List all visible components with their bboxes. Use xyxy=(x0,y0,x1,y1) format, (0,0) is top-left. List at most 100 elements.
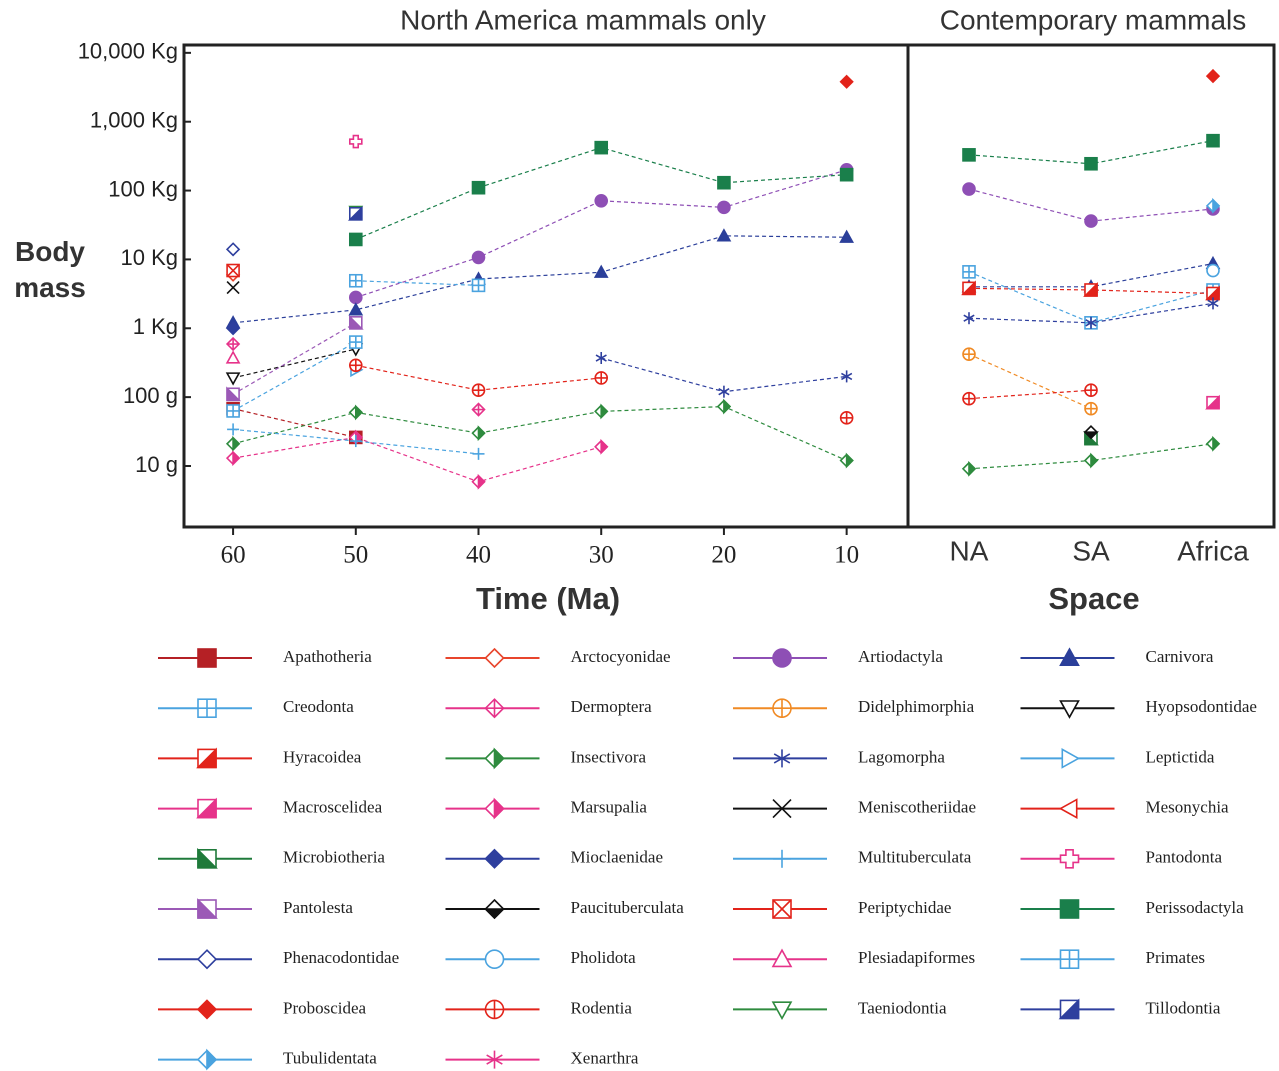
legend-label: Hyopsodontidae xyxy=(1146,697,1257,716)
marker-stroke xyxy=(718,387,730,396)
legend-marker xyxy=(1059,848,1080,869)
data-point xyxy=(227,423,240,436)
marker-shape xyxy=(968,460,977,477)
marker-shape xyxy=(771,948,793,968)
marker-stroke xyxy=(226,281,240,295)
legend-label: Xenarthra xyxy=(571,1049,639,1068)
legend-marker xyxy=(1061,748,1081,769)
marker-stroke xyxy=(1085,319,1097,327)
marker-shape xyxy=(347,205,363,221)
data-point xyxy=(471,250,486,265)
legend-marker xyxy=(772,648,792,668)
legend-label: Pholidota xyxy=(571,948,637,967)
x-tick-label: SA xyxy=(1072,535,1110,566)
marker-stroke xyxy=(1207,299,1219,308)
data-point xyxy=(962,265,976,279)
data-point xyxy=(1084,214,1098,228)
marker-shape xyxy=(471,180,486,195)
marker-shape xyxy=(484,848,505,869)
marker-shape xyxy=(225,321,241,336)
marker-shape xyxy=(348,134,363,149)
data-point xyxy=(348,302,364,316)
data-point xyxy=(225,350,241,364)
marker-shape xyxy=(717,175,731,190)
marker-shape xyxy=(225,242,241,257)
marker-shape xyxy=(600,403,609,420)
legend-marker xyxy=(484,848,505,869)
marker-stroke xyxy=(841,372,853,381)
legend-marker xyxy=(484,999,505,1020)
marker-shape xyxy=(232,435,241,452)
marker-shape xyxy=(845,452,854,469)
marker-shape xyxy=(196,999,218,1020)
legend-marker xyxy=(772,698,792,719)
data-point xyxy=(1085,316,1097,329)
marker-shape xyxy=(477,473,486,490)
data-point xyxy=(348,335,363,349)
marker-shape xyxy=(839,167,854,182)
data-point xyxy=(839,74,854,89)
marker-shape xyxy=(348,314,364,330)
marker-shape xyxy=(206,1048,218,1071)
y-tick-label: 10 g xyxy=(135,452,178,477)
marker-stroke xyxy=(595,354,607,362)
data-point xyxy=(961,280,976,296)
data-point xyxy=(226,263,240,278)
series-line xyxy=(355,169,847,299)
series-line xyxy=(232,348,356,379)
plot-frame xyxy=(182,43,1276,529)
legend-marker xyxy=(771,948,793,968)
legend-label: Phenacodontidae xyxy=(283,948,399,967)
legend-marker xyxy=(484,647,505,669)
x-tick-label: 60 xyxy=(221,542,246,569)
data-point xyxy=(348,232,363,247)
marker-shape xyxy=(348,290,363,305)
marker-shape xyxy=(1084,156,1098,171)
legend-marker xyxy=(196,797,217,819)
data-point xyxy=(226,386,242,402)
series-line xyxy=(968,353,1092,410)
legend-label: Dermoptera xyxy=(571,697,653,716)
data-point xyxy=(594,371,609,385)
marker-shape xyxy=(716,228,732,242)
x-axis-label: Space xyxy=(1048,581,1139,616)
data-point xyxy=(1205,394,1220,410)
marker-shape xyxy=(839,74,854,89)
legend-marker xyxy=(196,747,217,769)
data-point xyxy=(1207,297,1219,310)
marker-shape xyxy=(196,747,217,769)
marker-shape xyxy=(1090,452,1099,469)
marker-shape xyxy=(196,949,218,970)
data-point xyxy=(963,312,975,325)
legend-label: Apathotheria xyxy=(283,647,372,666)
marker-shape xyxy=(477,425,486,442)
legend-label: Pantodonta xyxy=(1146,848,1223,867)
data-point xyxy=(716,398,732,415)
data-point xyxy=(1206,263,1220,278)
marker-stroke xyxy=(772,899,792,919)
data-point xyxy=(594,140,609,155)
marker-shape xyxy=(1059,899,1080,919)
series-line xyxy=(233,428,479,455)
y-tick-label: 10 Kg xyxy=(121,245,179,270)
x-tick-label: 30 xyxy=(589,542,614,569)
legend-marker xyxy=(771,1001,793,1021)
legend-marker xyxy=(484,747,505,770)
marker-shape xyxy=(1059,848,1080,869)
legend-marker xyxy=(484,949,505,970)
series-line xyxy=(355,147,847,240)
legend-marker xyxy=(486,1050,503,1069)
legend-label: Taeniodontia xyxy=(858,998,947,1017)
data-point xyxy=(1083,452,1099,469)
data-point xyxy=(962,391,976,406)
legend-label: Microbiotheria xyxy=(283,848,385,867)
legend-label: Perissodactyla xyxy=(1146,898,1245,917)
marker-shape xyxy=(717,200,731,215)
data-point xyxy=(471,383,486,398)
legend-label: Mesonychia xyxy=(1146,798,1230,817)
data-point xyxy=(348,404,363,421)
legend-marker xyxy=(196,949,218,970)
legend-label: Hyracoidea xyxy=(283,747,362,766)
marker-shape xyxy=(1058,798,1078,819)
